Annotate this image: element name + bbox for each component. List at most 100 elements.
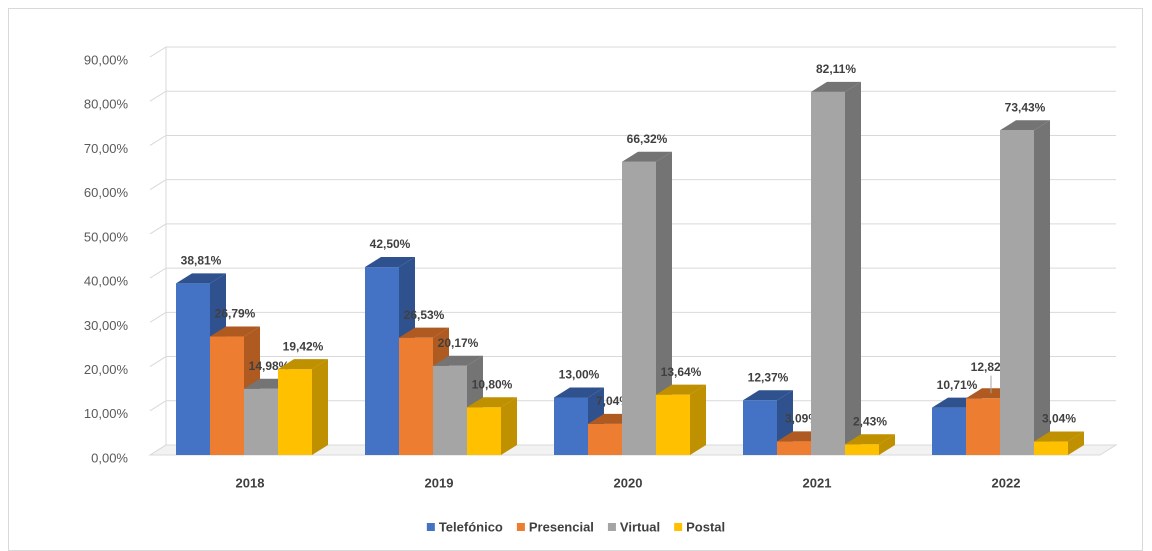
grid-line: [149, 90, 1116, 102]
bar-side: [1034, 120, 1050, 456]
x-tick-label: 2021: [803, 475, 832, 490]
grid-line: [149, 400, 1116, 412]
bar-front: [365, 267, 399, 455]
grid-line: [149, 356, 1116, 367]
y-tick-label: 90,00%: [84, 52, 129, 67]
legend-label: Presencial: [529, 519, 594, 534]
value-label: 38,81%: [181, 254, 222, 268]
legend-label: Virtual: [620, 519, 660, 534]
value-label: 73,43%: [1005, 100, 1046, 114]
x-tick-label: 2019: [425, 475, 454, 490]
bar-front: [743, 400, 777, 455]
value-label: 26,53%: [404, 308, 445, 322]
legend-swatch: [607, 523, 616, 531]
bar-top: [845, 434, 895, 445]
bar-top: [365, 257, 415, 268]
value-label: 10,71%: [937, 378, 978, 392]
legend-label: Postal: [686, 519, 725, 534]
bar-front: [932, 407, 966, 455]
value-label: 20,17%: [438, 336, 479, 350]
bar-top: [176, 273, 226, 284]
value-label: 3,04%: [1042, 412, 1076, 426]
grid-line: [149, 179, 1116, 191]
bar-front: [176, 283, 210, 455]
bar-top: [1000, 120, 1050, 131]
bar: [1000, 120, 1050, 456]
y-tick-label: 40,00%: [84, 274, 129, 289]
value-label: 2,43%: [853, 414, 887, 428]
bar-front: [554, 397, 588, 455]
bar: [278, 359, 328, 455]
bar: [656, 384, 706, 455]
bar-top: [433, 355, 483, 366]
value-label: 7,04%: [596, 394, 630, 408]
grid-line: [149, 223, 1116, 235]
bar-side: [690, 384, 706, 455]
bar-top: [554, 387, 604, 398]
bar-top: [467, 397, 517, 408]
bar-side: [845, 81, 861, 456]
value-label: 82,11%: [816, 62, 856, 76]
bar-top: [656, 384, 706, 395]
bar: [622, 151, 672, 456]
x-tick-label: 2022: [992, 475, 1021, 490]
bar-front: [433, 365, 467, 455]
value-label: 26,79%: [215, 307, 256, 321]
value-label: 3,09%: [785, 412, 819, 426]
bar-front: [467, 407, 501, 455]
value-label: 42,50%: [370, 237, 411, 251]
bar-side: [501, 397, 517, 455]
bar-front: [656, 394, 690, 455]
bar-front: [811, 91, 845, 456]
bar-front: [1000, 130, 1034, 455]
y-tick-label: 80,00%: [84, 97, 129, 112]
bar: [467, 397, 517, 455]
bar-top: [210, 326, 260, 337]
bar-top: [811, 81, 861, 92]
bar-front: [278, 369, 312, 455]
y-tick-label: 50,00%: [84, 229, 129, 244]
chart-frame: [8, 8, 1143, 551]
y-tick-label: 0,00%: [91, 450, 128, 465]
value-label: 12,37%: [748, 370, 789, 384]
legend-swatch: [674, 523, 683, 531]
bar: [811, 81, 861, 456]
grid-line: [149, 267, 1116, 279]
bar-front: [399, 337, 433, 455]
legend-label: Telefónico: [439, 519, 503, 534]
bar: [845, 434, 895, 455]
y-tick-label: 60,00%: [84, 185, 129, 200]
bar-top: [743, 390, 793, 401]
bar-front: [622, 161, 656, 456]
bar-top: [622, 151, 672, 162]
value-label: 13,00%: [559, 368, 600, 382]
y-tick-label: 30,00%: [84, 318, 129, 333]
x-tick-label: 2020: [614, 475, 643, 490]
bar-front: [777, 441, 811, 455]
bar-front: [210, 336, 244, 455]
bar-top: [278, 359, 328, 370]
bar-front: [588, 423, 622, 455]
grid-line: [149, 134, 1116, 146]
bar-front: [845, 444, 879, 455]
bar-side: [656, 151, 672, 456]
bar: [1034, 431, 1084, 455]
bar-front: [966, 398, 1000, 455]
value-label: 13,64%: [661, 365, 702, 379]
bar-top: [1034, 431, 1084, 442]
legend-swatch: [426, 523, 435, 531]
bar-side: [879, 434, 895, 455]
y-tick-label: 10,00%: [84, 406, 129, 421]
bar-side: [312, 359, 328, 455]
x-tick-label: 2018: [236, 475, 265, 490]
y-tick-label: 70,00%: [84, 141, 129, 156]
bar-front: [1034, 441, 1068, 455]
legend-swatch: [516, 523, 525, 531]
grid-line: [149, 46, 1116, 58]
value-label: 66,32%: [627, 132, 668, 146]
bar-top: [399, 327, 449, 338]
grid-line: [149, 311, 1116, 323]
value-label: 19,42%: [283, 339, 324, 353]
bar-side: [1068, 431, 1084, 455]
